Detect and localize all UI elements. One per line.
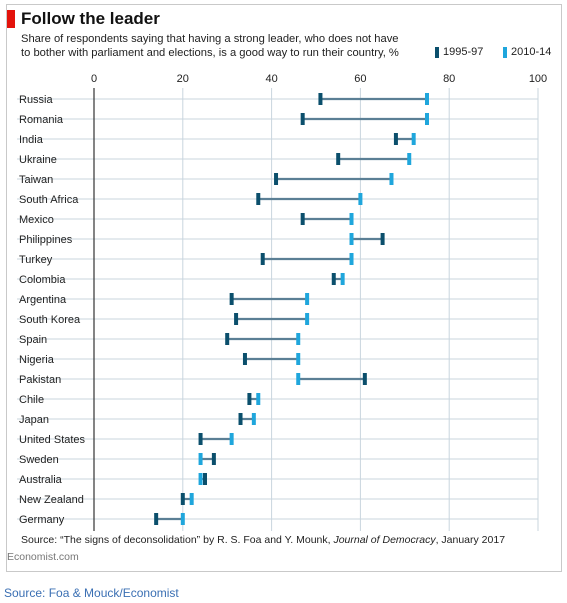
- chart-title: Follow the leader: [21, 9, 160, 28]
- dumbbell-plot: 0 20 40 60 80 100 Russia Romania India Ukraine Tai…: [17, 73, 547, 531]
- marker-1995-97: [300, 113, 305, 125]
- marker-2010-14: [340, 273, 345, 285]
- x-tick-label: 80: [443, 73, 455, 85]
- marker-2010-14: [296, 353, 301, 365]
- marker-1995-97: [274, 173, 279, 185]
- marker-2010-14: [305, 313, 310, 325]
- x-tick-label: 40: [265, 73, 277, 85]
- marker-2010-14: [305, 293, 310, 305]
- category-label: Spain: [19, 334, 47, 346]
- marker-1995-97: [242, 353, 247, 365]
- marker-2010-14: [349, 213, 354, 225]
- chart-card: Follow the leader Share of respondents s…: [6, 4, 562, 572]
- marker-2010-14: [229, 433, 234, 445]
- marker-1995-97: [198, 433, 203, 445]
- marker-2010-14: [411, 133, 416, 145]
- legend-label-1995-97: 1995-97: [443, 46, 484, 58]
- category-label: Philippines: [19, 234, 73, 246]
- legend-swatch-1995-97: [435, 46, 439, 58]
- marker-1995-97: [260, 253, 265, 265]
- x-tick-label: 60: [354, 73, 366, 85]
- marker-2010-14: [296, 373, 301, 385]
- marker-2010-14: [198, 453, 203, 465]
- marker-1995-97: [300, 213, 305, 225]
- marker-1995-97: [393, 133, 398, 145]
- legend-label-2010-14: 2010-14: [511, 46, 552, 58]
- legend-item-1995-97: 1995-97: [435, 46, 483, 58]
- source-journal: Journal of Democracy: [333, 534, 436, 546]
- category-label: South Korea: [19, 314, 81, 326]
- marker-2010-14: [358, 193, 363, 205]
- marker-2010-14: [189, 493, 194, 505]
- category-label: Mexico: [19, 214, 54, 226]
- marker-1995-97: [336, 153, 341, 165]
- marker-1995-97: [362, 373, 367, 385]
- marker-2010-14: [180, 513, 185, 525]
- marker-1995-97: [203, 473, 207, 485]
- image-caption: Source: Foa & Mouck/Economist: [4, 586, 179, 600]
- brand-credit: Economist.com: [7, 551, 79, 563]
- category-label: Pakistan: [19, 374, 61, 386]
- category-label: New Zealand: [19, 494, 84, 506]
- category-label: India: [19, 134, 44, 146]
- marker-1995-97: [225, 333, 230, 345]
- category-label: Japan: [19, 414, 49, 426]
- category-label: Argentina: [19, 294, 67, 306]
- marker-1995-97: [154, 513, 159, 525]
- source-prefix: Source: “The signs of deconsolidation” b…: [21, 534, 334, 546]
- marker-1995-97: [318, 93, 323, 105]
- marker-2010-14: [296, 333, 301, 345]
- category-label: Nigeria: [19, 354, 55, 366]
- category-label: Colombia: [19, 274, 66, 286]
- marker-2010-14: [389, 173, 394, 185]
- source-note: Source: “The signs of deconsolidation” b…: [21, 534, 505, 546]
- category-label: Sweden: [19, 454, 59, 466]
- marker-1995-97: [380, 233, 385, 245]
- legend-swatch-2010-14: [503, 46, 507, 58]
- category-label: Australia: [19, 474, 63, 486]
- marker-1995-97: [229, 293, 234, 305]
- x-tick-label: 20: [177, 73, 189, 85]
- legend-item-2010-14: 2010-14: [503, 46, 551, 58]
- marker-2010-14: [425, 93, 429, 105]
- x-tick-label: 100: [529, 73, 547, 85]
- x-tick-label: 0: [91, 73, 97, 85]
- category-label: South Africa: [19, 194, 79, 206]
- marker-2010-14: [349, 233, 354, 245]
- marker-1995-97: [247, 393, 252, 405]
- marker-1995-97: [238, 413, 243, 425]
- marker-1995-97: [331, 273, 336, 285]
- marker-2010-14: [425, 113, 429, 125]
- source-suffix: , January 2017: [435, 534, 506, 546]
- marker-2010-14: [198, 473, 203, 485]
- marker-1995-97: [211, 453, 216, 465]
- marker-2010-14: [349, 253, 354, 265]
- category-label: Russia: [19, 94, 54, 106]
- category-label: Germany: [19, 514, 65, 526]
- marker-1995-97: [234, 313, 239, 325]
- marker-2010-14: [256, 393, 261, 405]
- marker-1995-97: [256, 193, 261, 205]
- category-label: Romania: [19, 114, 64, 126]
- marker-2010-14: [407, 153, 412, 165]
- category-label: Ukraine: [19, 154, 57, 166]
- category-label: Chile: [19, 394, 44, 406]
- brand-accent-tag: [7, 10, 15, 28]
- chart-subtitle: Share of respondents saying that having …: [21, 33, 399, 59]
- category-label: Turkey: [19, 254, 53, 266]
- marker-1995-97: [180, 493, 185, 505]
- category-label: Taiwan: [19, 174, 53, 186]
- category-label: United States: [19, 434, 86, 446]
- marker-2010-14: [251, 413, 256, 425]
